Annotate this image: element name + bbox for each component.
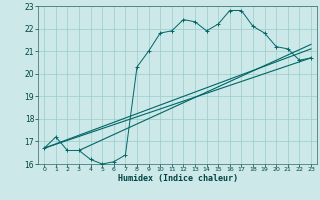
- X-axis label: Humidex (Indice chaleur): Humidex (Indice chaleur): [118, 174, 238, 183]
